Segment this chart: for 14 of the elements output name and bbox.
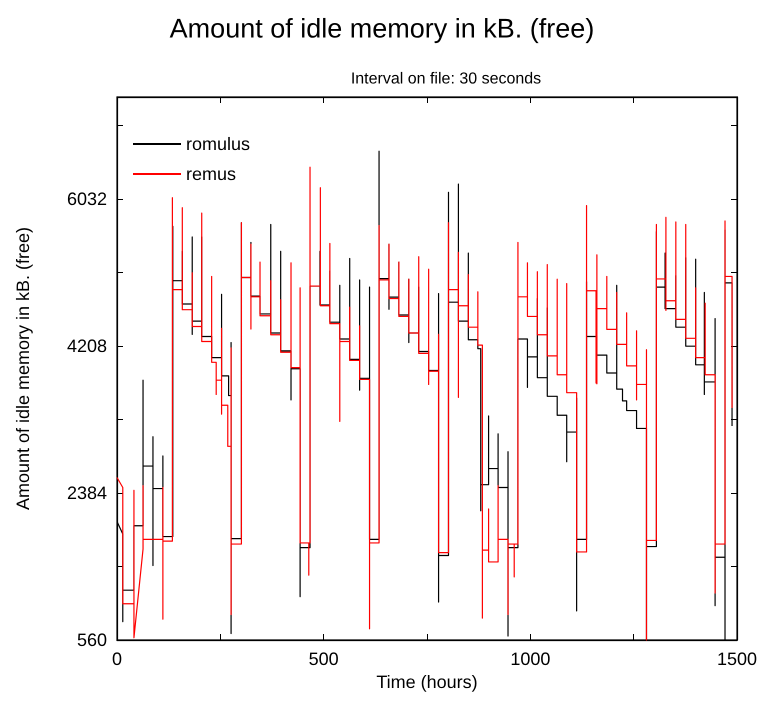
y-tick-label: 560	[76, 630, 107, 650]
x-axis-title: Time (hours)	[376, 672, 478, 692]
x-tick-label: 1000	[510, 649, 550, 669]
y-tick-label: 4208	[66, 336, 107, 356]
chart-title: Amount of idle memory in kB. (free)	[170, 14, 594, 44]
x-tick-label: 500	[308, 649, 339, 669]
y-axis-title: Amount of idle memory in kB. (free)	[13, 226, 33, 510]
x-tick-label: 0	[112, 649, 122, 669]
legend-label: remus	[186, 164, 236, 184]
y-tick-label: 2384	[66, 483, 107, 504]
legend-label: romulus	[186, 134, 250, 154]
x-tick-label: 1500	[716, 649, 758, 669]
y-tick-label: 6032	[66, 189, 107, 210]
chart-subtitle: Interval on file: 30 seconds	[350, 70, 542, 88]
